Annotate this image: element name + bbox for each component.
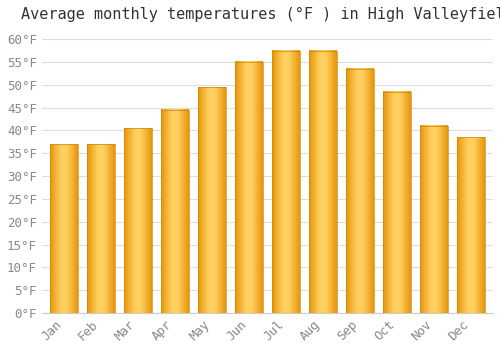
Bar xyxy=(346,69,374,313)
Bar xyxy=(457,137,484,313)
Bar xyxy=(50,144,78,313)
Bar xyxy=(161,110,189,313)
Bar xyxy=(235,62,263,313)
Title: Average monthly temperatures (°F ) in High Valleyfield: Average monthly temperatures (°F ) in Hi… xyxy=(21,7,500,22)
Bar xyxy=(309,51,337,313)
Bar xyxy=(272,51,300,313)
Bar xyxy=(87,144,115,313)
Bar xyxy=(124,128,152,313)
Bar xyxy=(420,126,448,313)
Bar xyxy=(383,92,411,313)
Bar xyxy=(198,87,226,313)
